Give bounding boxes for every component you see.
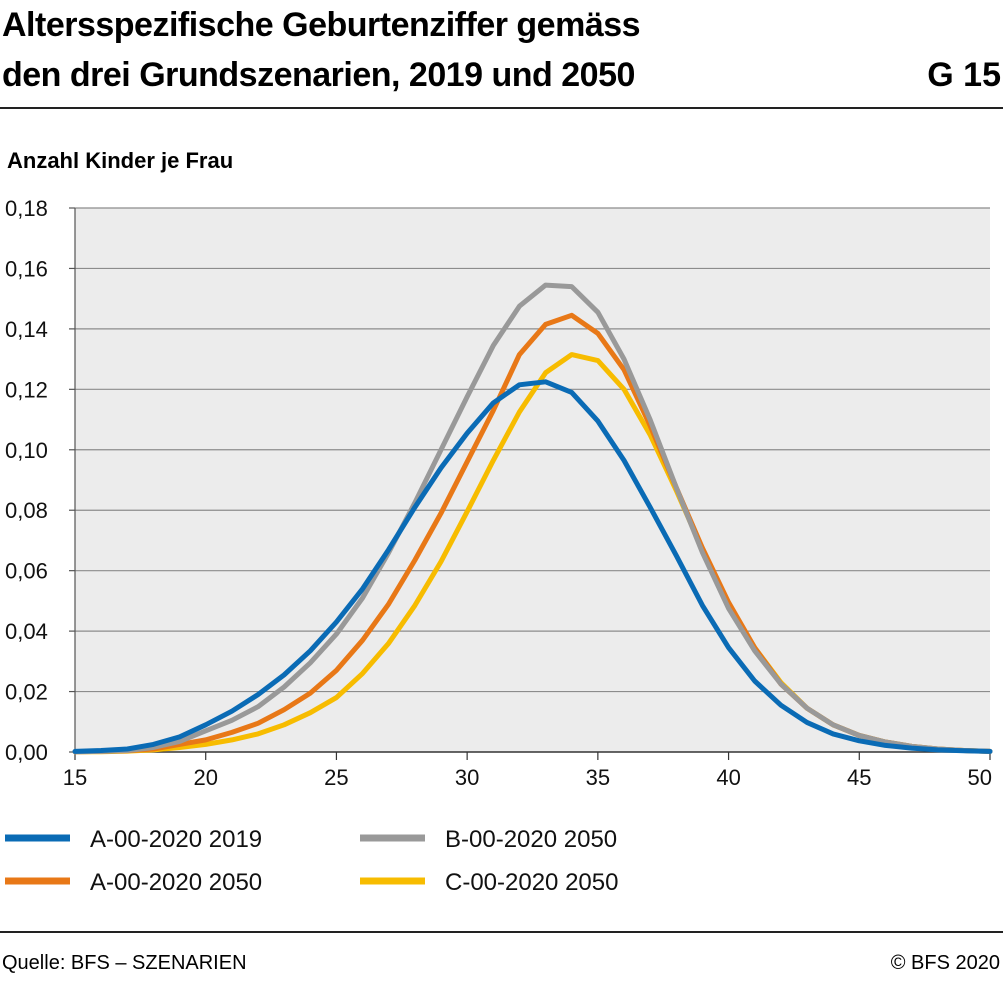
bottom-divider [0, 931, 1003, 933]
top-divider [0, 107, 1003, 109]
y-tick-label: 0,08 [5, 498, 48, 523]
plot-background [75, 208, 990, 752]
x-tick-label: 40 [716, 765, 740, 790]
y-tick-label: 0,10 [5, 438, 48, 463]
y-tick-label: 0,18 [5, 196, 48, 221]
copyright-note: © BFS 2020 [890, 952, 1000, 974]
y-tick-label: 0,04 [5, 619, 48, 644]
x-tick-label: 20 [193, 765, 217, 790]
y-tick-label: 0,12 [5, 377, 48, 402]
chart-title: Altersspezifische Geburtenziffer gemäss … [2, 0, 852, 100]
legend-label: C-00-2020 2050 [445, 869, 618, 896]
line-chart: 0,00 0,02 0,04 0,06 0,08 0,10 0,12 0,14 0,16 0,18… [5, 196, 993, 896]
y-tick-label: 0,16 [5, 256, 48, 281]
y-tick-label: 0,06 [5, 559, 48, 584]
series-line-a-00-2020-2019 [72, 379, 993, 754]
y-tick-label: 0,02 [5, 680, 48, 705]
title-line-2: den drei Grundszenarien, 2019 und 2050 [2, 56, 635, 94]
title-line-1: Altersspezifische Geburtenziffer gemäss [2, 6, 641, 44]
x-tick-label: 45 [847, 765, 871, 790]
x-tick-label: 35 [586, 765, 610, 790]
x-tick-label: 50 [968, 765, 992, 790]
y-tick-label: 0,00 [5, 740, 48, 765]
legend-label: B-00-2020 2050 [445, 826, 617, 853]
series-line-b-00-2020-2050 [72, 282, 993, 755]
x-tick-label: 25 [324, 765, 348, 790]
legend-label: A-00-2020 2050 [90, 869, 262, 896]
figure-number: G 15 [927, 56, 1001, 94]
y-tick-label: 0,14 [5, 317, 48, 342]
source-note: Quelle: BFS – SZENARIEN [2, 952, 247, 974]
x-tick-label: 30 [455, 765, 479, 790]
x-tick-label: 15 [63, 765, 87, 790]
legend-label: A-00-2020 2019 [90, 826, 262, 853]
y-axis-label: Anzahl Kinder je Frau [7, 148, 234, 173]
